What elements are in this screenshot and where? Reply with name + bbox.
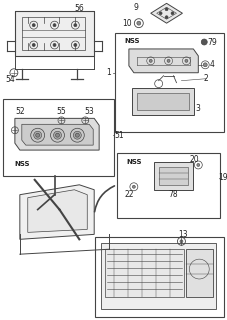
Circle shape [184,60,187,62]
Circle shape [53,131,61,139]
Circle shape [32,24,35,27]
Text: 56: 56 [74,4,84,13]
Text: 3: 3 [195,104,200,113]
Text: 1: 1 [106,68,111,77]
Circle shape [158,12,161,15]
Text: 4: 4 [209,60,214,69]
Polygon shape [20,185,94,239]
Circle shape [164,16,167,19]
Text: 54: 54 [5,75,15,84]
Bar [105,249,184,297]
Text: 13: 13 [178,230,188,239]
Circle shape [200,39,206,45]
Polygon shape [15,118,99,150]
Text: 9: 9 [133,3,138,12]
Circle shape [36,133,39,137]
Circle shape [50,128,64,142]
Text: NSS: NSS [123,38,139,44]
Circle shape [75,133,79,137]
Polygon shape [128,49,197,73]
Bar [116,153,219,218]
Bar [3,99,113,176]
Polygon shape [22,124,93,145]
Circle shape [74,24,76,27]
Circle shape [53,24,56,27]
Circle shape [179,240,182,243]
Polygon shape [101,243,215,309]
Text: NSS: NSS [126,159,141,165]
Text: 22: 22 [124,190,133,199]
Text: 10: 10 [122,19,131,28]
Polygon shape [153,162,192,190]
Text: 52: 52 [15,107,25,116]
Bar [186,249,212,297]
Bar [114,33,223,132]
Circle shape [73,131,81,139]
Circle shape [132,185,135,188]
Text: 51: 51 [114,131,123,140]
Text: 20: 20 [189,156,198,164]
Circle shape [55,133,59,137]
Circle shape [74,44,76,46]
Circle shape [34,131,42,139]
Circle shape [202,63,206,67]
Circle shape [148,60,152,62]
Text: 78: 78 [168,190,178,199]
Text: 2: 2 [203,74,208,83]
Polygon shape [131,88,193,116]
Text: 55: 55 [56,107,66,116]
Circle shape [170,12,173,15]
Polygon shape [28,190,87,232]
Circle shape [53,44,56,46]
Text: 79: 79 [206,37,216,46]
Text: NSS: NSS [14,161,30,167]
Text: 53: 53 [84,107,94,116]
Text: 19: 19 [217,173,227,182]
Circle shape [31,128,44,142]
Circle shape [196,164,199,166]
Polygon shape [15,11,94,56]
Bar [95,237,223,317]
Circle shape [164,8,167,11]
Bar [22,17,85,50]
Circle shape [136,21,140,25]
Circle shape [32,44,35,46]
Circle shape [166,60,169,62]
Bar [158,167,188,185]
Polygon shape [136,92,189,110]
Circle shape [70,128,84,142]
Polygon shape [150,3,182,23]
